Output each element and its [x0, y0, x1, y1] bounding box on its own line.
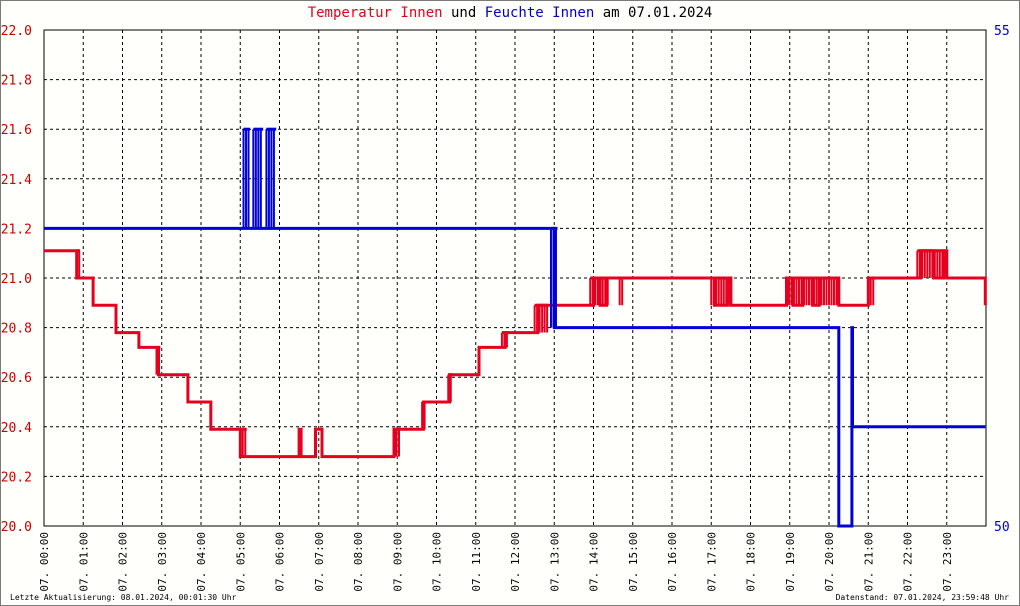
x-tick-label: 07. 05:00: [234, 532, 247, 592]
x-tick-label: 07. 08:00: [352, 532, 365, 592]
temperature-series-line: [44, 249, 987, 459]
y-left-tick-label: 20.8: [1, 322, 32, 337]
y-left-tick-label: 21.8: [1, 74, 32, 89]
x-tick-label: 07. 14:00: [588, 532, 601, 592]
x-tick-label: 07. 16:00: [666, 532, 679, 592]
x-tick-label: 07. 17:00: [705, 532, 718, 592]
x-tick-label: 07. 12:00: [509, 532, 522, 592]
x-tick-label: 07. 23:00: [941, 532, 954, 592]
x-tick-label: 07. 21:00: [862, 532, 875, 592]
x-tick-label: 07. 04:00: [195, 532, 208, 592]
y-left-tick-label: 21.0: [1, 272, 32, 287]
footer-last-update: Letzte Aktualisierung: 08.01.2024, 00:01…: [10, 593, 237, 602]
x-tick-label: 07. 01:00: [77, 532, 90, 592]
y-left-tick-label: 21.4: [1, 173, 32, 188]
y-right-tick-label: 50: [994, 520, 1010, 535]
x-tick-label: 07. 20:00: [823, 532, 836, 592]
x-tick-label: 07. 00:00: [38, 532, 51, 592]
x-tick-label: 07. 07:00: [313, 532, 326, 592]
x-tick-label: 07. 15:00: [627, 532, 640, 592]
y-left-tick-label: 21.6: [1, 123, 32, 138]
y-right-tick-label: 55: [994, 24, 1010, 39]
x-tick-label: 07. 19:00: [784, 532, 797, 592]
x-tick-label: 07. 03:00: [156, 532, 169, 592]
footer-data-state: Datenstand: 07.01.2024, 23:59:48 Uhr: [835, 593, 1009, 602]
y-left-tick-label: 20.4: [1, 421, 32, 436]
humidity-series-line: [44, 226, 986, 528]
x-tick-label: 07. 18:00: [745, 532, 758, 592]
y-left-tick-label: 20.0: [1, 520, 32, 535]
x-tick-label: 07. 02:00: [117, 532, 130, 592]
y-left-tick-label: 20.2: [1, 470, 32, 485]
x-tick-label: 07. 06:00: [274, 532, 287, 592]
x-tick-label: 07. 11:00: [470, 532, 483, 592]
x-tick-label: 07. 09:00: [391, 532, 404, 592]
y-left-tick-label: 20.6: [1, 371, 32, 386]
y-left-tick-label: 21.2: [1, 222, 32, 237]
title-and: und: [450, 5, 477, 21]
chart-title: Temperatur Innen und Feuchte Innen am 07…: [0, 5, 1020, 21]
title-humidity: Feuchte Innen: [484, 5, 595, 21]
y-left-tick-label: 22.0: [1, 24, 32, 39]
x-tick-label: 07. 13:00: [548, 532, 561, 592]
title-date: am 07.01.2024: [602, 5, 713, 21]
title-temperature: Temperatur Innen: [307, 5, 443, 21]
x-tick-label: 07. 22:00: [902, 532, 915, 592]
x-tick-label: 07. 10:00: [431, 532, 444, 592]
